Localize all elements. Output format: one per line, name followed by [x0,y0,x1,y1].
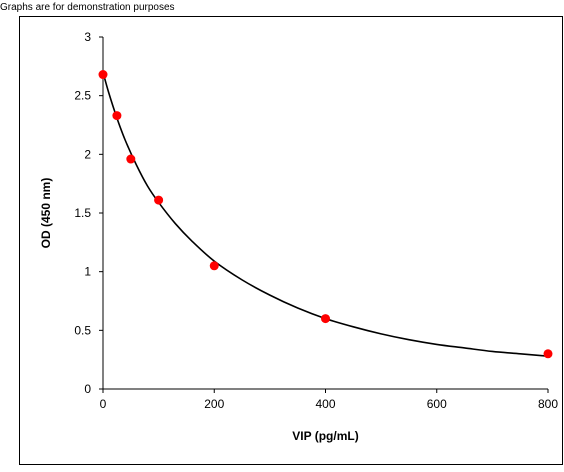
y-tick-label: 2.5 [74,89,91,103]
x-tick-label: 200 [204,397,224,411]
x-tick-label: 800 [538,397,558,411]
x-axis-title: VIP (pg/mL) [292,429,358,443]
y-tick-label: 0.5 [74,323,91,337]
data-point [154,195,164,205]
x-tick-label: 0 [100,397,107,411]
fit-curve-line [102,71,549,357]
data-points [98,70,553,359]
data-point [112,111,122,121]
data-point [321,314,330,324]
data-point [98,70,108,80]
y-axis-title: OD (450 nm) [39,178,53,249]
chart-border [19,16,563,465]
x-tick-label: 400 [315,397,335,411]
y-tick-label: 2 [84,147,91,161]
chart-caption: Graphs are for demonstration purposes [0,2,175,13]
data-point [126,154,136,164]
data-point [543,349,553,359]
y-tick-label: 1 [84,265,91,279]
axis-ticks: 0 200 400 600 800 0 0.5 1 1.5 2 2.5 3 [74,30,558,411]
x-tick-label: 600 [427,397,447,411]
data-point [209,261,219,271]
y-tick-label: 1.5 [74,206,91,220]
y-tick-label: 3 [84,30,91,44]
y-tick-label: 0 [84,382,91,396]
